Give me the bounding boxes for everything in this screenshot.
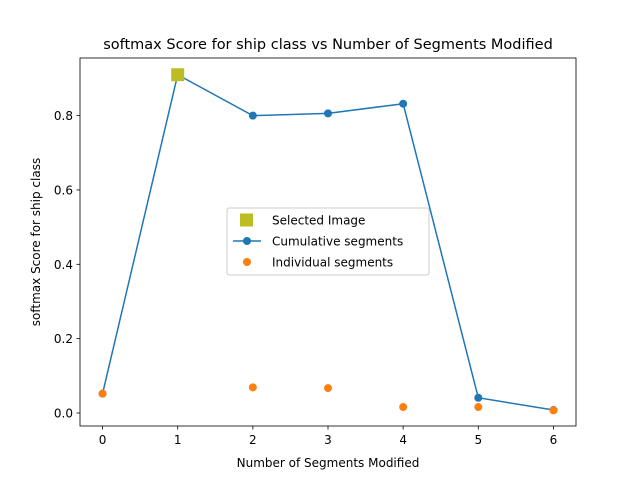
individual-segments-point-6 bbox=[549, 406, 558, 415]
legend-individual-label: Individual segments bbox=[272, 256, 393, 270]
legend-box bbox=[226, 207, 430, 276]
legend-cumulative-swatch-marker bbox=[243, 237, 251, 245]
y-tick-label-4: 0.8 bbox=[54, 109, 73, 123]
cumulative-segments-point-2 bbox=[248, 111, 257, 120]
legend-cumulative-label: Cumulative segments bbox=[272, 235, 403, 249]
data-marks bbox=[98, 68, 558, 415]
cumulative-segments-point-3 bbox=[324, 109, 332, 118]
selected-image-marker bbox=[171, 68, 185, 82]
x-tick-label-5: 5 bbox=[474, 433, 482, 447]
x-tick-label-2: 2 bbox=[249, 433, 257, 447]
chart-title: softmax Score for ship class vs Number o… bbox=[103, 37, 553, 53]
legend-selected-image-label: Selected Image bbox=[272, 214, 365, 228]
legend-individual-swatch bbox=[243, 258, 251, 266]
individual-segments-point-2 bbox=[248, 383, 257, 392]
y-tick-label-3: 0.6 bbox=[54, 183, 73, 197]
x-tick-label-4: 4 bbox=[399, 433, 407, 447]
x-tick-label-0: 0 bbox=[99, 433, 107, 447]
x-axis-label: Number of Segments Modified bbox=[237, 456, 420, 470]
individual-segments-point-0 bbox=[98, 389, 107, 398]
x-tick-label-1: 1 bbox=[174, 433, 182, 447]
y-tick-label-2: 0.4 bbox=[54, 258, 73, 272]
axes: 0 1 2 3 4 5 6 0.0 0.2 0.4 0.6 0.8 bbox=[54, 57, 577, 447]
individual-segments-point-3 bbox=[324, 384, 332, 393]
y-tick-label-1: 0.2 bbox=[54, 332, 73, 346]
x-tick-label-3: 3 bbox=[324, 433, 332, 447]
legend-selected-image-swatch bbox=[240, 213, 253, 227]
individual-segments-point-4 bbox=[399, 403, 408, 412]
individual-segments-point-5 bbox=[474, 403, 483, 412]
x-tick-label-6: 6 bbox=[550, 433, 558, 447]
y-axis-label: softmax Score for ship class bbox=[29, 158, 43, 326]
legend: Selected Image Cumulative segments Individ… bbox=[226, 207, 430, 276]
cumulative-segments-point-4 bbox=[399, 99, 408, 108]
y-tick-label-0: 0.0 bbox=[54, 406, 73, 420]
cumulative-segments-point-5 bbox=[474, 393, 483, 402]
